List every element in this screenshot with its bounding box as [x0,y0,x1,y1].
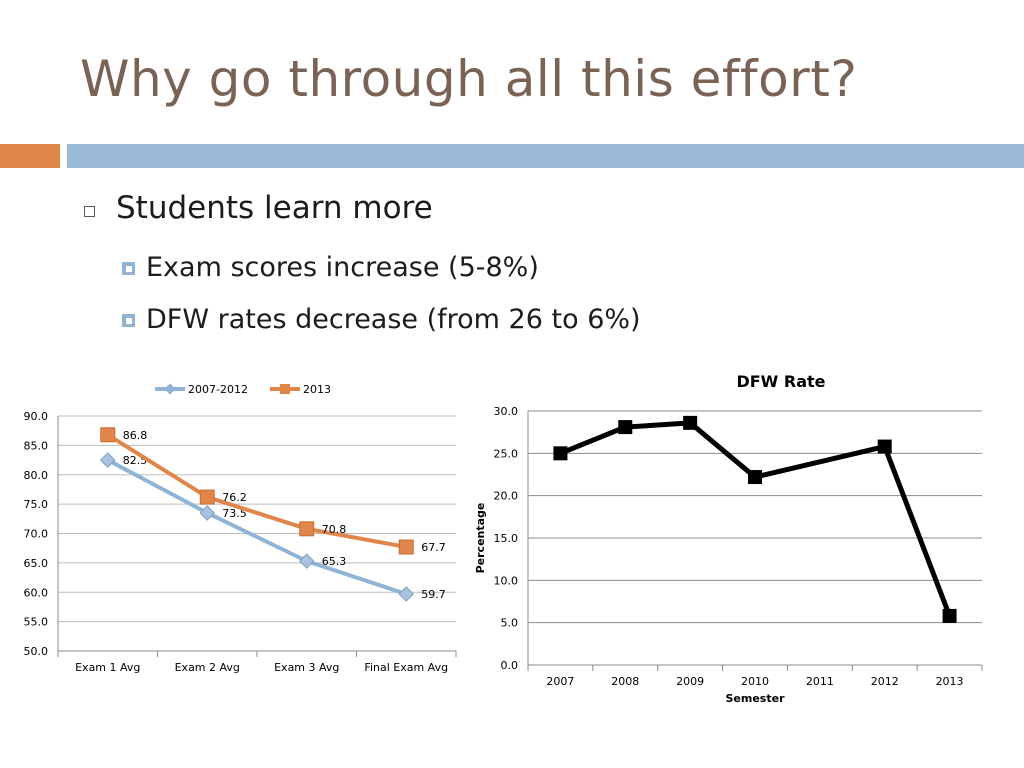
data-point [618,420,633,435]
accent-bar-blue [67,144,1024,168]
data-point [298,553,315,569]
data-point [199,505,216,521]
data-label: 86.8 [123,429,148,442]
data-point [942,608,957,623]
y-tick-label: 75.0 [24,498,49,511]
y-tick-label: 50.0 [24,645,49,658]
y-tick-label: 30.0 [494,405,519,418]
x-tick-label: 2007 [546,675,574,688]
x-tick-label: Exam 2 Avg [175,661,240,674]
x-tick-label: Final Exam Avg [364,661,448,674]
data-point [199,489,215,505]
x-tick-label: 2011 [806,675,834,688]
y-tick-label: 10.0 [494,574,519,587]
x-axis-label: Semester [726,692,786,705]
y-tick-label: 25.0 [494,447,519,460]
x-tick-label: Exam 1 Avg [75,661,140,674]
data-point [398,539,414,555]
x-tick-label: 2012 [871,675,899,688]
bullet-sub-text: DFW rates decrease (from 26 to 6%) [146,304,641,335]
data-label: 67.7 [421,541,446,554]
data-label: 70.8 [322,523,347,536]
data-label: 65.3 [322,555,347,568]
square-bullet-icon [122,314,135,327]
data-point [553,446,568,461]
data-point [398,586,415,602]
y-tick-label: 85.0 [24,439,49,452]
data-point [100,427,116,443]
data-label: 59.7 [421,588,446,601]
legend-label: 2007-2012 [188,383,248,396]
dfw-rate-chart: DFW Rate 0.0 5.0 10.0 15.0 20.0 25.0 30.0 2007 20… [474,372,983,705]
legend-label: 2013 [303,383,331,396]
square-bullet-icon [122,262,135,275]
y-tick-label: 70.0 [24,528,49,541]
y-tick-label: 60.0 [24,586,49,599]
series-line [106,433,407,549]
chart-title: DFW Rate [736,372,825,391]
data-point [99,452,116,468]
x-tick-label: 2008 [611,675,639,688]
data-point [299,521,315,537]
x-tick-label: 2010 [741,675,769,688]
data-point [683,415,698,430]
bullet-sub-text: Exam scores increase (5-8%) [146,252,539,283]
accent-bar-orange [0,144,60,168]
data-point [748,470,762,485]
data-point [877,439,892,454]
y-tick-label: 65.0 [24,557,49,570]
series-line [106,458,407,596]
y-tick-label: 5.0 [501,617,519,630]
x-tick-label: Exam 3 Avg [274,661,339,674]
y-tick-label: 90.0 [24,410,49,423]
legend-marker [164,383,176,395]
y-tick-label: 55.0 [24,616,49,629]
data-label: 73.5 [222,507,247,520]
hollow-square-bullet-icon [84,206,95,217]
y-tick-label: 80.0 [24,469,49,482]
bullet-main-text: Students learn more [116,190,433,226]
y-tick-label: 15.0 [494,532,519,545]
series-line [559,420,952,617]
y-axis-label: Percentage [474,503,487,574]
data-label: 76.2 [222,491,247,504]
y-tick-label: 0.0 [501,659,519,672]
y-tick-label: 20.0 [494,490,519,503]
slide-title: Why go through all this effort? [80,50,858,108]
legend-marker [280,384,290,394]
x-tick-label: 2013 [936,675,964,688]
x-tick-label: 2009 [676,675,704,688]
exam-averages-chart: 50.0 55.0 60.0 65.0 70.0 75.0 80.0 85.0 90.0 Exam… [24,383,457,674]
